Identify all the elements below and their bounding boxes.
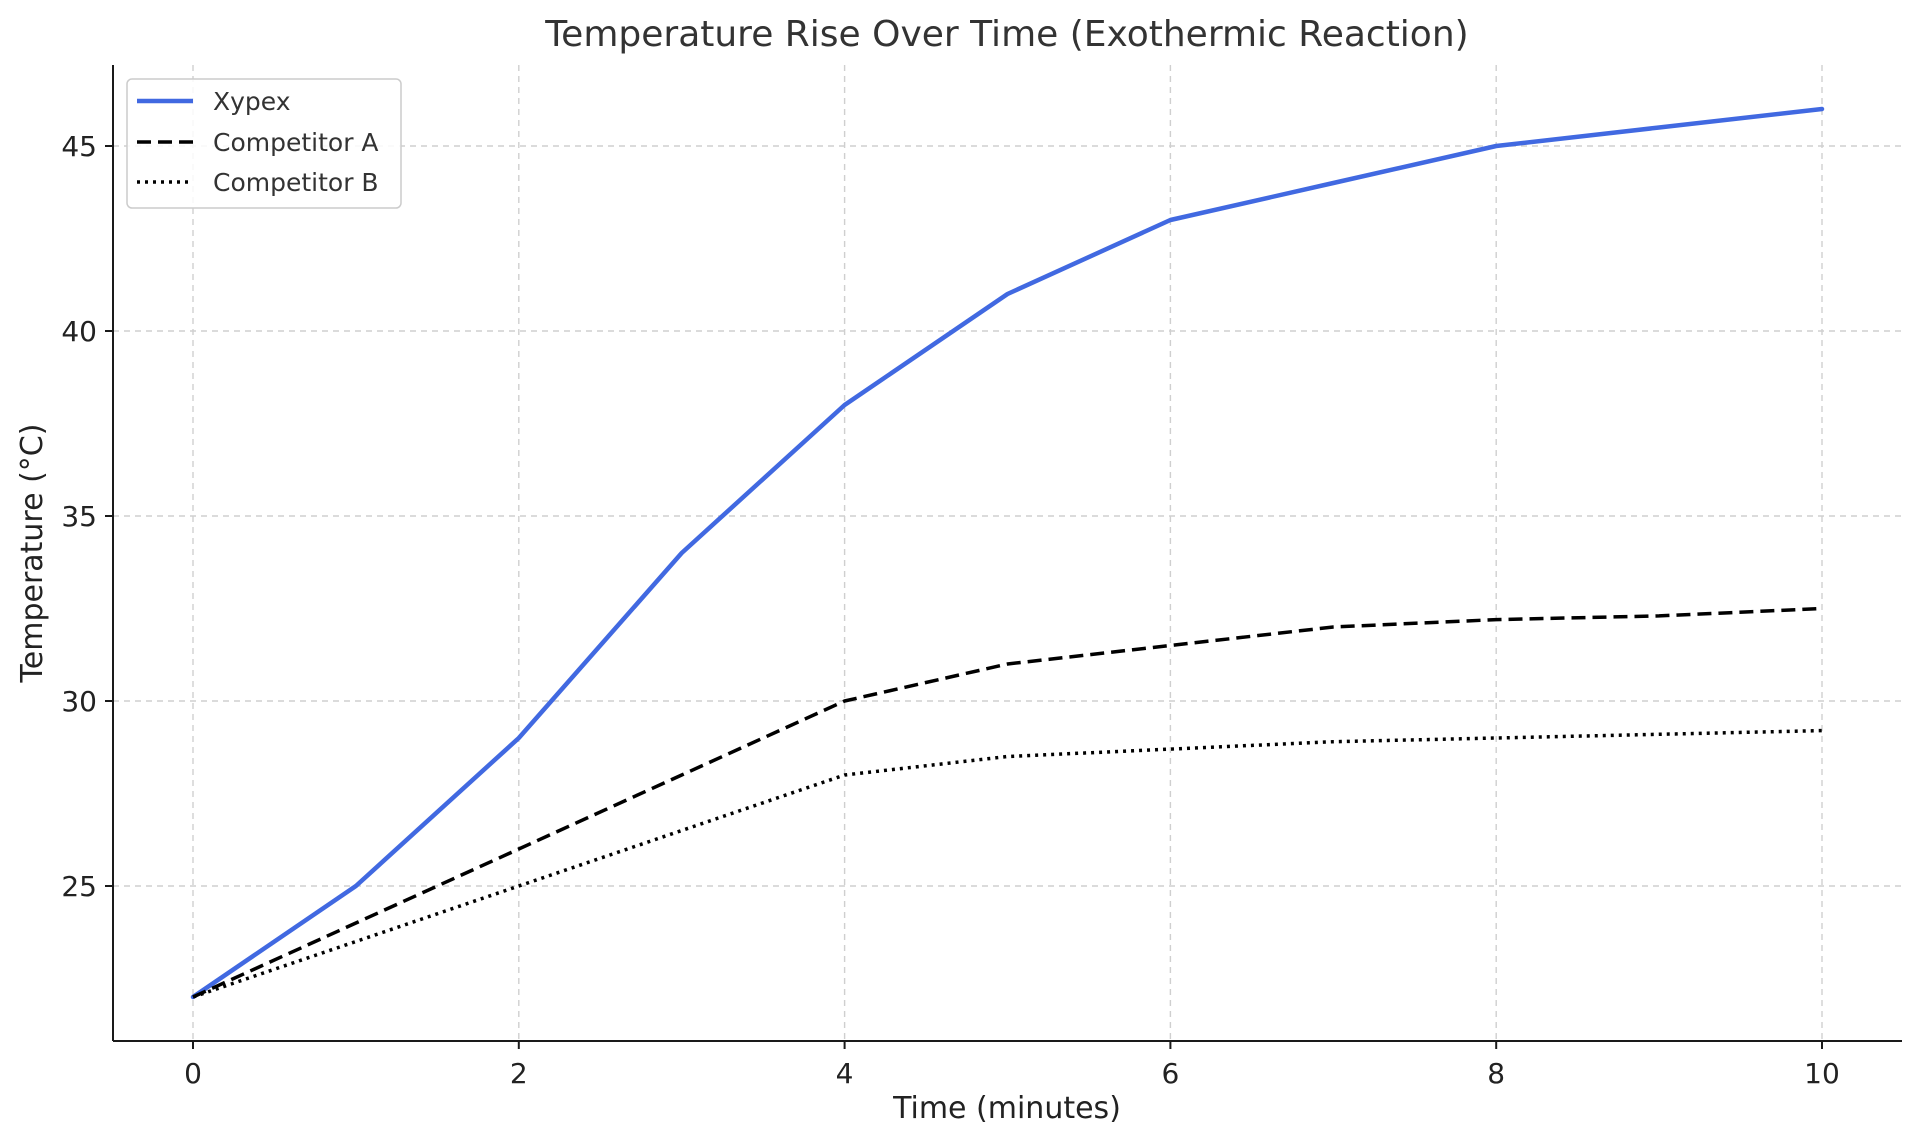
legend-box (126, 78, 402, 209)
chart-title: Temperature Rise Over Time (Exothermic R… (544, 14, 1468, 55)
y-tick-label: 25 (61, 870, 97, 903)
axes (112, 65, 1902, 1042)
y-axis-label: Temperature (°C) (15, 424, 50, 684)
x-axis-label: Time (minutes) (892, 1091, 1121, 1126)
x-tick-label: 0 (184, 1057, 202, 1090)
legend: Xypex Competitor A Competitor B (126, 78, 402, 209)
series-lines (190, 106, 1825, 1000)
y-tick-label: 45 (61, 130, 97, 163)
legend-label-competitor-a: Competitor A (213, 128, 379, 157)
y-tick-label: 40 (61, 315, 97, 348)
x-tick-label: 6 (1161, 1057, 1179, 1090)
y-tick-label: 30 (61, 685, 97, 718)
ticks: 0 2 4 6 8 10 25 30 35 40 45 (61, 130, 1839, 1090)
x-tick-label: 4 (836, 1057, 854, 1090)
series-line-xypex (190, 106, 1825, 1000)
grid (113, 65, 1902, 1041)
x-tick-label: 10 (1804, 1057, 1840, 1090)
y-tick-label: 35 (61, 500, 97, 533)
series-line-competitor-a (192, 606, 1823, 999)
legend-label-competitor-b: Competitor B (213, 168, 379, 197)
x-tick-label: 8 (1487, 1057, 1505, 1090)
legend-label-xypex: Xypex (213, 87, 291, 116)
x-tick-label: 2 (510, 1057, 528, 1090)
